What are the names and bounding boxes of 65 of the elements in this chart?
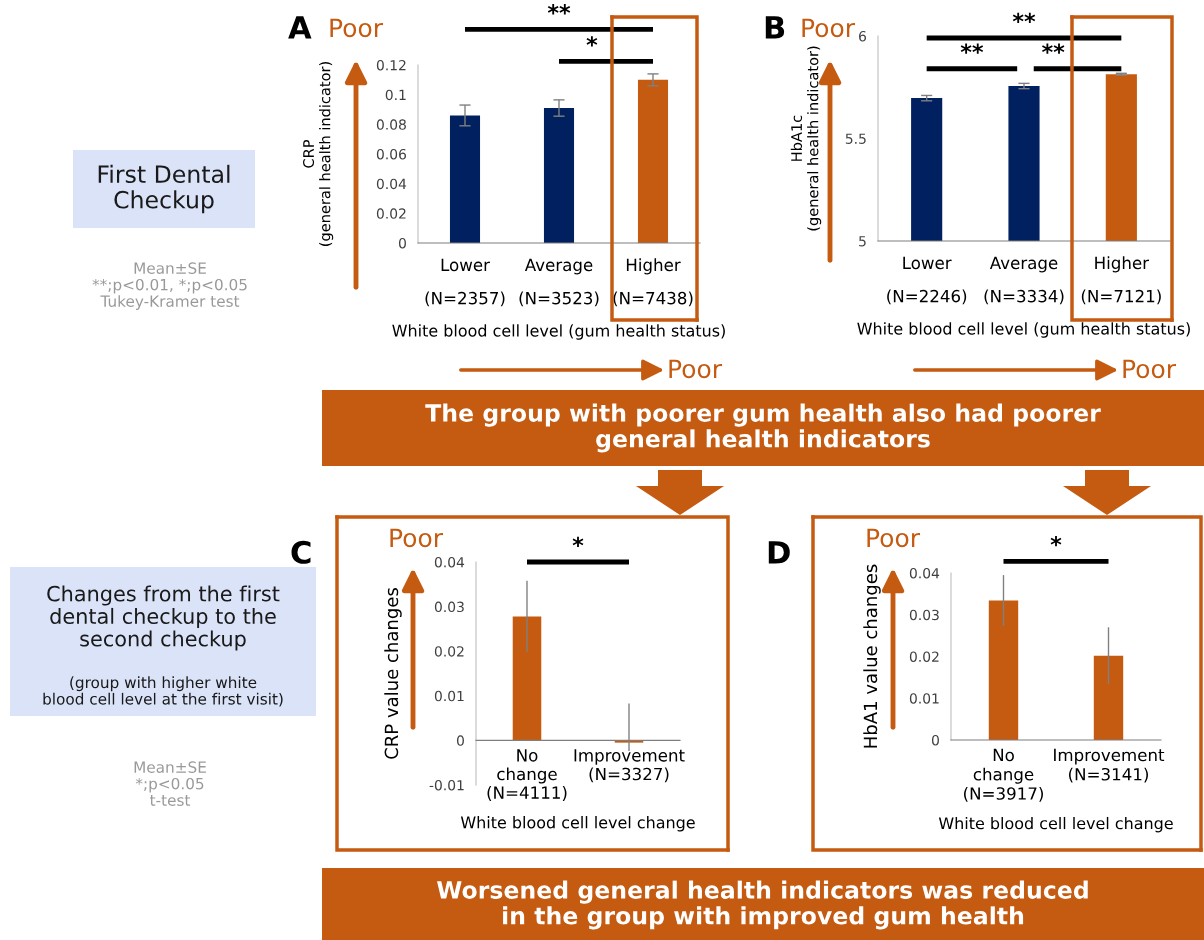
y-tick-label: 0.03 — [434, 601, 464, 613]
y-tick-label: 0.1 — [385, 89, 406, 101]
text: Poor — [1123, 359, 1177, 379]
text: Poor — [330, 18, 384, 38]
y-tick-label: 0.04 — [376, 178, 407, 190]
y-tick-label: 0.08 — [376, 119, 406, 130]
text: Poor — [802, 18, 856, 38]
text: Mean±SE **;p<0.01, *;p<0.05 Tukey-Kramer test — [92, 262, 247, 310]
y-tick-label: 5.5 — [845, 133, 866, 144]
y-tick-label: 0.03 — [909, 609, 939, 621]
x-tick-label: Improvement (N=3327) — [574, 749, 685, 783]
y-axis-title: HbA1c (general health indicator) — [790, 46, 822, 231]
text: (group with higher white blood cell level at the first visit) — [43, 676, 283, 707]
text: * — [572, 536, 584, 548]
y-tick-label: -0.01 — [429, 779, 464, 791]
chart-title: C — [291, 540, 311, 564]
x-tick-label: Average (N=3334) — [984, 256, 1064, 305]
annotation: ** — [1042, 43, 1065, 54]
x-tick-label: No change (N=3917) — [964, 748, 1043, 802]
category-label: Lower (N=2246) — [887, 256, 967, 305]
text: Worsened general health indicators was reduced in the group with improved gum health — [437, 880, 1088, 930]
category-label: Lower (N=2357) — [425, 258, 505, 307]
text: Changes from the first dental checkup to the second checkup — [47, 585, 280, 651]
y-tick-label: 6 — [859, 30, 867, 42]
y-tick-label: 0.01 — [434, 690, 464, 702]
x-tick-label: Higher (N=7121) — [1081, 256, 1161, 305]
text: Poor — [867, 528, 921, 548]
x-axis-title: White blood cell level (gum health status) — [392, 324, 725, 340]
y-tick-label: 0.01 — [909, 693, 939, 704]
text: ** — [547, 4, 571, 15]
text: First Dental Checkup — [98, 164, 230, 214]
text: * — [1050, 536, 1062, 547]
bar — [637, 79, 669, 243]
bar — [449, 115, 481, 243]
y-tick-label: 0.02 — [434, 646, 464, 657]
text: * — [586, 36, 598, 47]
y-axis-title: CRP value changes — [384, 588, 402, 759]
y-axis-title: CRP (general health indicator) — [303, 62, 334, 246]
x-tick-label: Average (N=3523) — [519, 258, 599, 307]
chart-title: A — [288, 16, 312, 39]
y-tick-label: 0.04 — [434, 556, 465, 568]
x-axis-title: White blood cell level (gum health status) — [857, 322, 1190, 338]
x-axis-title: White blood cell level change — [460, 816, 695, 832]
x-tick-label: No change (N=4111) — [487, 749, 567, 801]
y-tick-label: 0 — [398, 237, 406, 249]
text: Poor — [390, 528, 444, 548]
y-tick-label: 5 — [859, 236, 866, 247]
chart-title: D — [768, 541, 790, 564]
y-tick-label: 0.12 — [376, 59, 406, 71]
text: ** — [1012, 12, 1036, 24]
bar — [543, 108, 575, 243]
y-tick-label: 0.06 — [376, 148, 407, 160]
chart-title: B — [765, 16, 785, 39]
y-tick-label: 0.02 — [376, 208, 406, 219]
y-tick-label: 0 — [456, 735, 464, 746]
x-tick-label: Improvement (N=3141) — [1054, 748, 1165, 783]
y-tick-label: 0.04 — [909, 567, 940, 579]
x-axis-title: White blood cell level change — [938, 816, 1173, 833]
y-tick-label: 0.02 — [909, 651, 939, 662]
text: Poor — [669, 359, 723, 379]
text: The group with poorer gum health also had poorer general health indicators — [425, 403, 1101, 453]
y-axis-title: HbA1 value changes — [863, 564, 881, 748]
text: Mean±SE *;p<0.05 t-test — [134, 761, 206, 806]
annotation: ** — [960, 43, 984, 54]
y-tick-label: 0 — [931, 734, 939, 746]
